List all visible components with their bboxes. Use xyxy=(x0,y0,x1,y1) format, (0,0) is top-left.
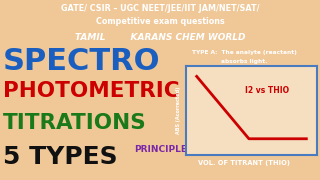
Text: absorbs light.: absorbs light. xyxy=(221,59,267,64)
Text: TITRATIONS: TITRATIONS xyxy=(3,113,147,133)
Text: Competitive exam questions: Competitive exam questions xyxy=(96,17,224,26)
Text: GATE/ CSIR – UGC NEET/JEE/IIT JAM/NET/SAT/: GATE/ CSIR – UGC NEET/JEE/IIT JAM/NET/SA… xyxy=(61,4,259,13)
Text: ABS (Acorrected): ABS (Acorrected) xyxy=(176,87,181,134)
Text: TAMIL        KARANS CHEM WORLD: TAMIL KARANS CHEM WORLD xyxy=(75,33,245,42)
Text: TYPE A:  The analyte (reactant): TYPE A: The analyte (reactant) xyxy=(192,50,296,55)
Text: PRINCIPLE: PRINCIPLE xyxy=(134,145,188,154)
Text: 5 TYPES: 5 TYPES xyxy=(3,145,118,169)
Text: PHOTOMETRIC: PHOTOMETRIC xyxy=(3,81,180,102)
Text: SPECTRO: SPECTRO xyxy=(3,47,161,76)
Text: VOL. OF TITRANT (THIO): VOL. OF TITRANT (THIO) xyxy=(198,160,290,166)
Text: I2 vs THIO: I2 vs THIO xyxy=(245,86,289,95)
